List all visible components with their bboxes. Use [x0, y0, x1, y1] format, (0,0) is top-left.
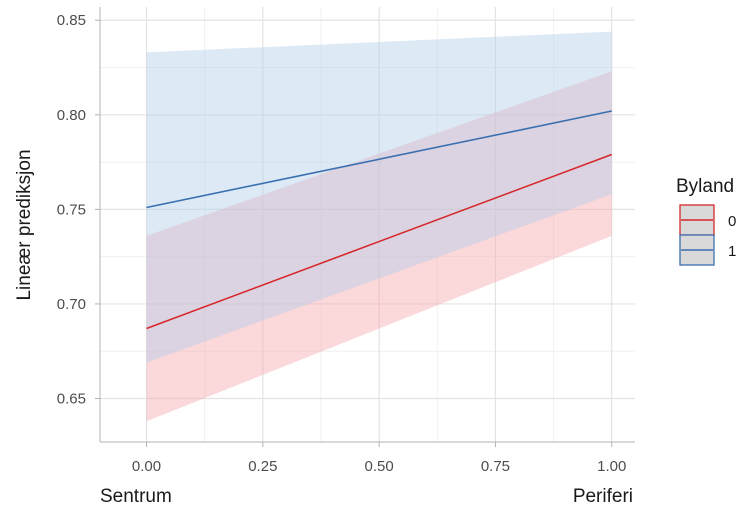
series-line-1	[146, 110, 612, 209]
y-tick-label: 0.80	[57, 107, 86, 124]
y-tick-label: 0.85	[57, 12, 86, 29]
legend-items: 01	[679, 204, 736, 266]
legend-label-1: 1	[728, 243, 736, 260]
x-axis-label-right: Periferi	[573, 486, 633, 507]
y-tick-label: 0.65	[57, 391, 86, 408]
x-tick-label: 1.00	[597, 458, 626, 475]
legend-title: Byland	[676, 176, 734, 197]
x-tick-label: 0.75	[481, 458, 510, 475]
series-lines	[146, 110, 613, 330]
x-ticks: 0.00 0.25 0.50 0.75 1.00	[132, 442, 626, 475]
x-tick-label: 0.25	[248, 458, 277, 475]
y-axis-label: Lineær prediksjon	[14, 149, 35, 300]
legend-label-0: 0	[728, 213, 736, 230]
grid	[100, 7, 635, 442]
confidence-band-0	[146, 71, 612, 422]
x-tick-label: 0.50	[365, 458, 394, 475]
y-tick-label: 0.75	[57, 201, 86, 218]
legend: Byland 01	[676, 176, 736, 266]
y-ticks: 0.65 0.70 0.75 0.80 0.85	[57, 12, 100, 408]
confidence-band-1	[146, 31, 612, 363]
series-line-0	[146, 153, 613, 330]
y-tick-label: 0.70	[57, 296, 86, 313]
confidence-bands	[146, 31, 612, 422]
x-axis-label-left: Sentrum	[100, 486, 172, 507]
x-tick-label: 0.00	[132, 458, 161, 475]
